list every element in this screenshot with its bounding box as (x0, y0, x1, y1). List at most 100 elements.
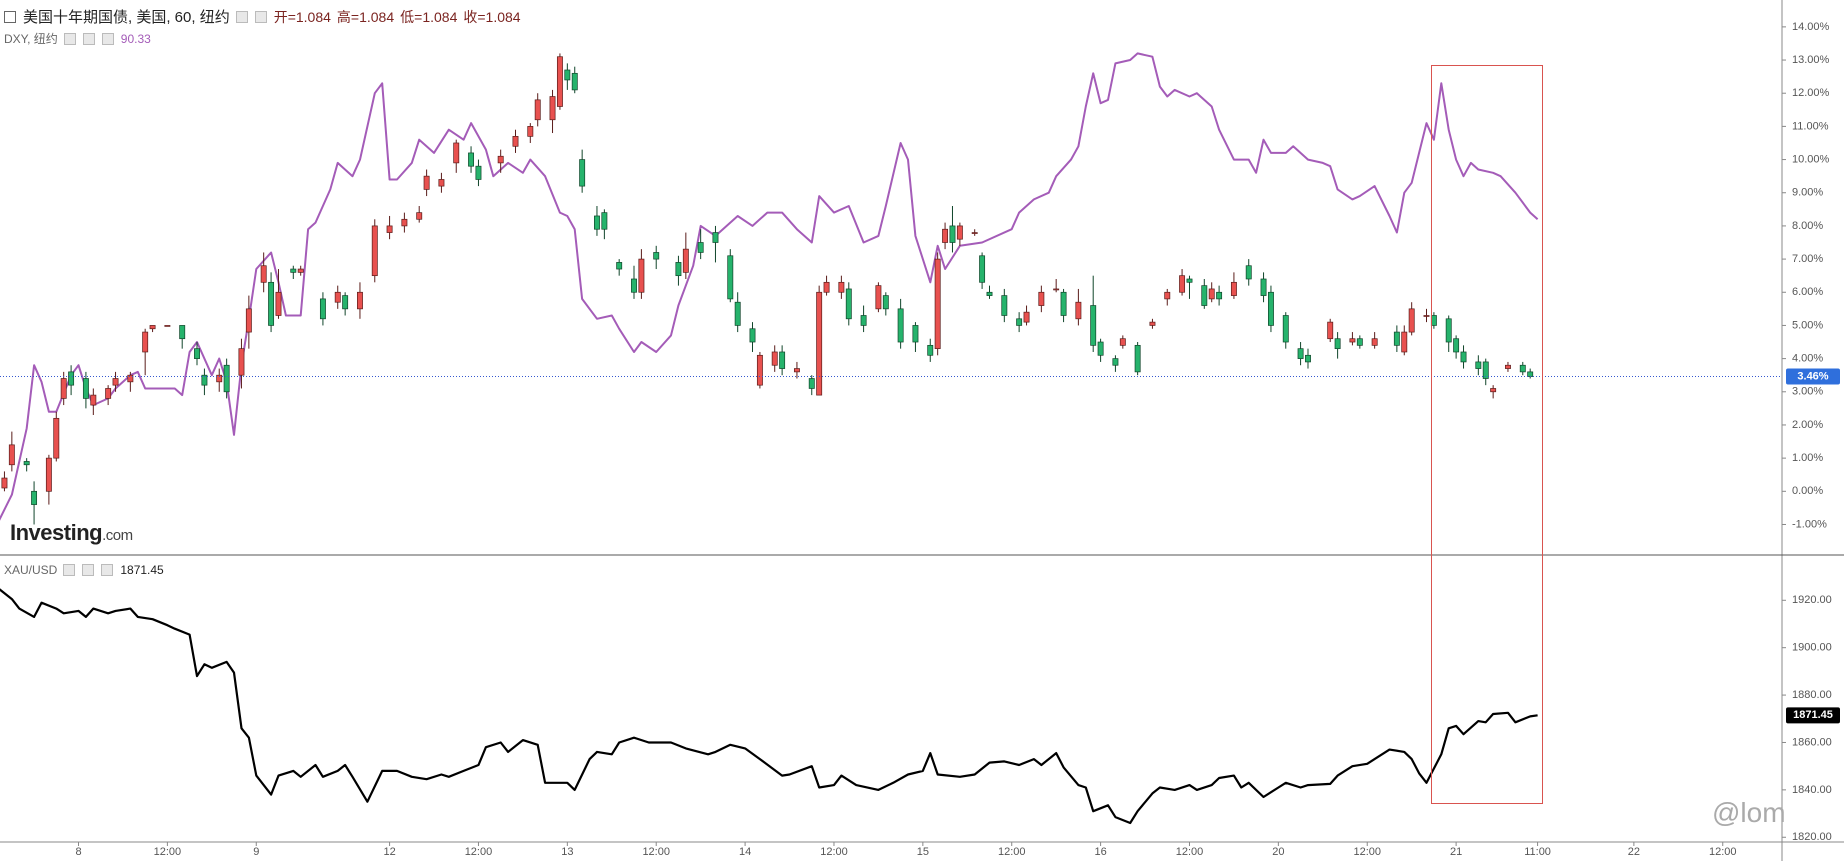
candle-body (1090, 305, 1097, 346)
candle-body (1453, 338, 1460, 353)
candle-body (1112, 358, 1119, 366)
candle-body (697, 242, 704, 253)
candle-body (60, 378, 67, 399)
settings-icon[interactable] (82, 564, 95, 576)
candle-body (1297, 348, 1304, 359)
candle-body (594, 215, 600, 230)
candle-body (549, 96, 556, 121)
candle-body (1475, 361, 1482, 369)
candle-body (201, 374, 208, 386)
x-tick-label: 12:00 (465, 846, 493, 858)
settings-icon[interactable] (63, 32, 76, 45)
candle-body (1201, 285, 1208, 306)
candle-body (793, 368, 800, 373)
main-legend: 美国十年期国债, 美国, 60, 纽约 开=1.084 高=1.084 低=1.… (4, 6, 521, 27)
candle-body (142, 331, 149, 353)
candle-body (779, 351, 786, 369)
candle-body (979, 255, 986, 283)
y-tick-label: 1880.00 (1792, 689, 1832, 701)
main-title: 美国十年期国债, 美国, 60, 纽约 (23, 9, 230, 26)
legend-value: 90.33 (120, 31, 151, 46)
candle-body (1075, 301, 1082, 320)
y-tick-label: 4.00% (1792, 353, 1823, 365)
candle-body (1216, 291, 1223, 300)
candle-body (1490, 388, 1497, 393)
ohlc-label: 高=1.084 (336, 8, 395, 25)
candle-body (579, 159, 586, 187)
x-tick-label: 12 (383, 846, 395, 858)
x-tick-label: 22 (1628, 846, 1640, 858)
candle-body (1038, 291, 1045, 306)
candle-body (838, 281, 845, 293)
candle-body (401, 218, 408, 227)
y-tick-label: 1.00% (1792, 452, 1823, 464)
settings-icon[interactable] (254, 10, 267, 23)
candle-body (1001, 295, 1008, 316)
candle-body (1245, 265, 1252, 280)
settings-icon[interactable] (235, 10, 248, 23)
candle-body (860, 315, 867, 326)
candle-body (556, 56, 563, 107)
xau-legend: XAU/USD 1871.45 (4, 563, 164, 577)
close-icon[interactable] (101, 564, 114, 576)
candle-body (8, 444, 15, 466)
legend-label: DXY, 纽约 (4, 32, 58, 46)
candle-body (179, 325, 186, 340)
watermark: Investing.com (10, 520, 133, 546)
candle-body (875, 285, 882, 310)
candle-body (1401, 331, 1408, 353)
candle-body (564, 69, 571, 81)
candle-body (1053, 288, 1060, 291)
x-tick-label: 12:00 (820, 846, 848, 858)
candle-body (971, 232, 978, 234)
dxy-legend: DXY, 纽约 90.33 (4, 30, 151, 47)
candle-body (1356, 338, 1363, 346)
candle-body (1505, 364, 1511, 369)
candle-body (1119, 338, 1126, 346)
candle-body (571, 72, 578, 91)
candle-body (268, 281, 275, 326)
candle-body (616, 262, 623, 270)
candle-body (986, 291, 993, 296)
candle-body (949, 225, 956, 243)
current-badge (1786, 368, 1840, 385)
candle-body (927, 344, 934, 356)
y-tick-label: -1.00% (1792, 518, 1827, 530)
candle-body (653, 252, 660, 260)
candle-body (194, 348, 200, 359)
collapse-icon[interactable] (4, 10, 16, 23)
close-icon[interactable] (101, 32, 114, 45)
settings-icon[interactable] (82, 32, 95, 45)
y-tick-label: 8.00% (1792, 220, 1823, 232)
candle-body (423, 175, 430, 190)
x-tick-label: 8 (75, 846, 81, 858)
y-tick-label: 14.00% (1792, 21, 1830, 33)
x-tick-label: 12:00 (1709, 846, 1737, 858)
candle-body (675, 262, 682, 277)
candle-body (164, 325, 171, 327)
current-badge (1786, 707, 1840, 724)
candle-body (1164, 291, 1171, 300)
candle-body (297, 268, 304, 273)
y-tick-label: 12.00% (1792, 87, 1830, 99)
candle-body (1186, 278, 1193, 283)
candle-body (1349, 338, 1356, 343)
user-watermark: @lom (1712, 797, 1786, 828)
watermark-domain: .com (102, 527, 133, 544)
candle-body (534, 99, 541, 121)
x-tick-label: 12:00 (1353, 846, 1381, 858)
candle-body (112, 378, 119, 386)
candle-body (934, 258, 941, 350)
candle-body (1519, 364, 1526, 373)
x-tick-label: 15 (917, 846, 929, 858)
ohlc-label: 低=1.084 (400, 8, 458, 25)
candle-body (682, 248, 689, 273)
candle-body (1134, 344, 1141, 373)
candle-body (497, 155, 504, 164)
settings-icon[interactable] (63, 564, 76, 576)
candle-body (216, 374, 223, 383)
y-tick-label: 2.00% (1792, 419, 1823, 431)
y-tick-label: 1840.00 (1792, 784, 1832, 796)
candle-body (127, 374, 134, 383)
candle-body (416, 212, 423, 220)
